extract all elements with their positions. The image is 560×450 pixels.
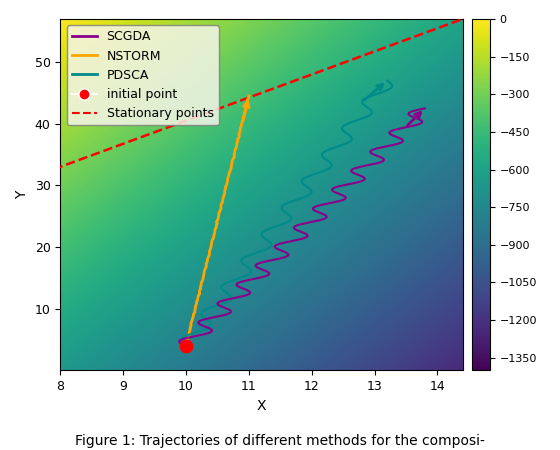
Text: Figure 1: Trajectories of different methods for the composi-: Figure 1: Trajectories of different meth…	[75, 435, 485, 449]
X-axis label: X: X	[256, 399, 266, 413]
Y-axis label: Y: Y	[15, 190, 29, 199]
Legend: SCGDA, NSTORM, PDSCA, initial point, Stationary points: SCGDA, NSTORM, PDSCA, initial point, Sta…	[67, 25, 218, 125]
